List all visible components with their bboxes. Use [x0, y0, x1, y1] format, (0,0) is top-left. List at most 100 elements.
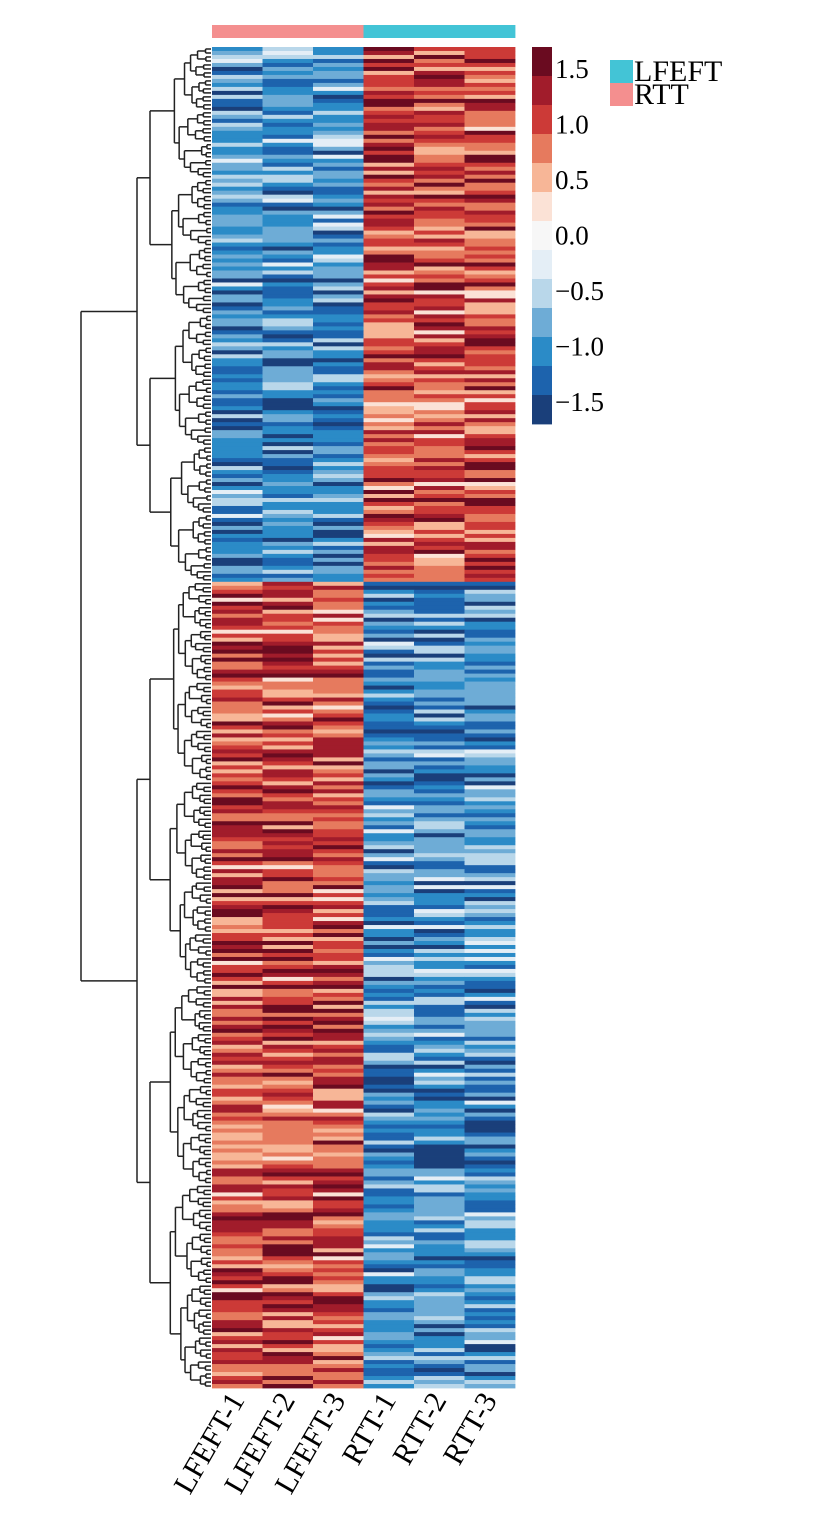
- heatmap-cell: [464, 90, 516, 96]
- heatmap-cell: [212, 350, 263, 355]
- heatmap-cell: [414, 677, 465, 682]
- heatmap-cell: [212, 785, 263, 790]
- heatmap-cell: [212, 1260, 263, 1265]
- heatmap-cell: [363, 721, 415, 726]
- heatmap-cell: [363, 150, 415, 156]
- heatmap-cell: [363, 1292, 415, 1297]
- heatmap-cell: [212, 1220, 263, 1225]
- heatmap-cell: [363, 1300, 415, 1305]
- heatmap-cell: [363, 1004, 415, 1010]
- heatmap-cell: [464, 1024, 516, 1030]
- heatmap-cell: [464, 1324, 516, 1329]
- heatmap-cell: [212, 202, 263, 208]
- heatmap-cell: [363, 829, 415, 834]
- heatmap-cell: [212, 729, 263, 734]
- heatmap-cell: [363, 1244, 415, 1249]
- heatmap-cell: [414, 54, 465, 60]
- heatmap-cell: [414, 398, 465, 403]
- heatmap-cell: [212, 1276, 263, 1281]
- heatmap-cell: [313, 1092, 364, 1098]
- heatmap-cell: [414, 817, 465, 822]
- heatmap-cell: [464, 54, 516, 60]
- heatmap-cell: [262, 665, 314, 671]
- heatmap-cell: [212, 529, 263, 535]
- heatmap-cell: [313, 210, 364, 216]
- heatmap-cell: [313, 1380, 364, 1385]
- heatmap-cell: [313, 921, 364, 926]
- heatmap-cell: [414, 793, 465, 798]
- heatmap-cell: [212, 70, 263, 76]
- heatmap-cell: [313, 1100, 364, 1106]
- heatmap-cell: [212, 1248, 263, 1253]
- heatmap-cell: [313, 781, 364, 786]
- heatmap-cell: [464, 1056, 516, 1062]
- heatmap-cell: [464, 1248, 516, 1253]
- heatmap-cell: [464, 234, 516, 239]
- heatmap-cell: [464, 210, 516, 216]
- heatmap-cell: [464, 382, 516, 387]
- heatmap-cell: [212, 334, 263, 339]
- heatmap-cell: [212, 1216, 263, 1221]
- heatmap-cell: [464, 1156, 516, 1161]
- heatmap-cell: [414, 1168, 465, 1173]
- heatmap-cell: [313, 47, 364, 52]
- heatmap-cell: [313, 206, 364, 212]
- heatmap-cell: [414, 917, 465, 922]
- heatmap-cell: [212, 354, 263, 359]
- heatmap-cell: [262, 454, 314, 459]
- heatmap-cell: [313, 70, 364, 76]
- heatmap-cell: [363, 913, 415, 918]
- heatmap-cell: [262, 386, 314, 391]
- heatmap-cell: [464, 82, 516, 88]
- heatmap-cell: [414, 841, 465, 846]
- heatmap-cell: [414, 290, 465, 295]
- heatmap-cell: [212, 813, 263, 818]
- heatmap-cell: [414, 1044, 465, 1050]
- heatmap-cell: [363, 302, 415, 307]
- heatmap-cell: [464, 418, 516, 423]
- heatmap-cell: [262, 1168, 314, 1173]
- heatmap-cell: [363, 685, 415, 690]
- heatmap-cell: [212, 1352, 263, 1357]
- heatmap-cell: [262, 354, 314, 359]
- heatmap-cell: [363, 1228, 415, 1233]
- heatmap-cell: [262, 1084, 314, 1090]
- heatmap-cell: [464, 785, 516, 790]
- heatmap-cell: [464, 960, 516, 966]
- heatmap-cell: [414, 346, 465, 351]
- heatmap-cell: [212, 609, 263, 615]
- heatmap-cell: [313, 889, 364, 894]
- heatmap-cell: [212, 238, 263, 243]
- heatmap-cell: [414, 486, 465, 491]
- heatmap-cell: [262, 274, 314, 279]
- heatmap-cell: [363, 857, 415, 862]
- heatmap-cell: [262, 1164, 314, 1169]
- heatmap-cell: [262, 1048, 314, 1054]
- heatmap-cell: [464, 478, 516, 483]
- heatmap-cell: [363, 470, 415, 475]
- heatmap-cell: [262, 1276, 314, 1281]
- heatmap-cell: [414, 1176, 465, 1181]
- heatmap-cell: [262, 1028, 314, 1034]
- heatmap-cell: [464, 438, 516, 443]
- heatmap-cell: [212, 370, 263, 375]
- heatmap-cell: [464, 877, 516, 882]
- heatmap-cell: [212, 482, 263, 487]
- heatmap-cell: [262, 314, 314, 319]
- heatmap-cell: [212, 909, 263, 914]
- heatmap-cell: [464, 553, 516, 559]
- heatmap-cell: [363, 1152, 415, 1157]
- heatmap-cell: [313, 394, 364, 399]
- heatmap-cell: [212, 418, 263, 423]
- heatmap-cell: [414, 1220, 465, 1225]
- heatmap-cell: [363, 130, 415, 136]
- heatmap-cell: [414, 825, 465, 830]
- heatmap-cell: [262, 921, 314, 926]
- heatmap-cell: [414, 1240, 465, 1245]
- heatmap-cell: [363, 817, 415, 822]
- heatmap-cell: [363, 402, 415, 407]
- heatmap-cell: [212, 605, 263, 611]
- heatmap-cell: [313, 637, 364, 643]
- heatmap-cell: [414, 1224, 465, 1229]
- heatmap-cell: [212, 757, 263, 762]
